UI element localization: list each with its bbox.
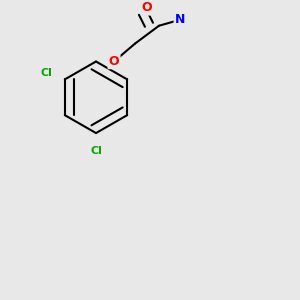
Text: N: N: [175, 13, 185, 26]
Text: Cl: Cl: [90, 146, 102, 156]
Text: Cl: Cl: [41, 68, 53, 78]
Text: O: O: [109, 55, 119, 68]
Text: O: O: [142, 1, 152, 14]
